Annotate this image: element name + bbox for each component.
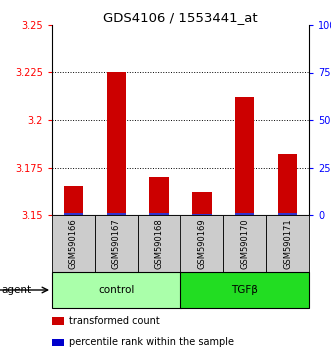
- Bar: [52, 339, 64, 346]
- Bar: [64, 213, 83, 215]
- Text: GSM590166: GSM590166: [69, 218, 78, 269]
- Bar: [192, 214, 212, 215]
- Title: GDS4106 / 1553441_at: GDS4106 / 1553441_at: [103, 11, 258, 24]
- Bar: [192, 192, 212, 215]
- Text: GSM590170: GSM590170: [240, 218, 249, 269]
- Bar: [278, 213, 297, 215]
- Bar: [95, 215, 138, 272]
- Bar: [223, 215, 266, 272]
- Bar: [64, 187, 83, 215]
- Text: control: control: [98, 285, 134, 295]
- Bar: [266, 215, 309, 272]
- Text: percentile rank within the sample: percentile rank within the sample: [69, 337, 234, 347]
- Text: agent: agent: [2, 285, 32, 295]
- Bar: [52, 215, 95, 272]
- Text: GSM590167: GSM590167: [112, 218, 121, 269]
- Bar: [107, 73, 126, 215]
- Bar: [149, 177, 169, 215]
- Text: transformed count: transformed count: [69, 316, 160, 326]
- Bar: [149, 213, 169, 215]
- Bar: [180, 215, 223, 272]
- Bar: [235, 213, 255, 215]
- Bar: [107, 213, 126, 215]
- Text: GSM590169: GSM590169: [197, 218, 207, 269]
- Bar: [180, 272, 309, 308]
- Bar: [52, 318, 64, 325]
- Bar: [235, 97, 255, 215]
- Text: GSM590171: GSM590171: [283, 218, 292, 269]
- Bar: [138, 215, 180, 272]
- Text: GSM590168: GSM590168: [155, 218, 164, 269]
- Text: TGFβ: TGFβ: [231, 285, 258, 295]
- Bar: [52, 272, 180, 308]
- Bar: [278, 154, 297, 215]
